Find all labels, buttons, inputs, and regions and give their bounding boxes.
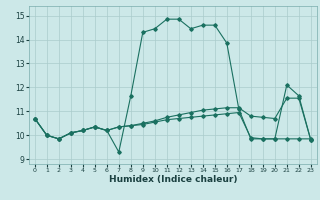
X-axis label: Humidex (Indice chaleur): Humidex (Indice chaleur) — [108, 175, 237, 184]
